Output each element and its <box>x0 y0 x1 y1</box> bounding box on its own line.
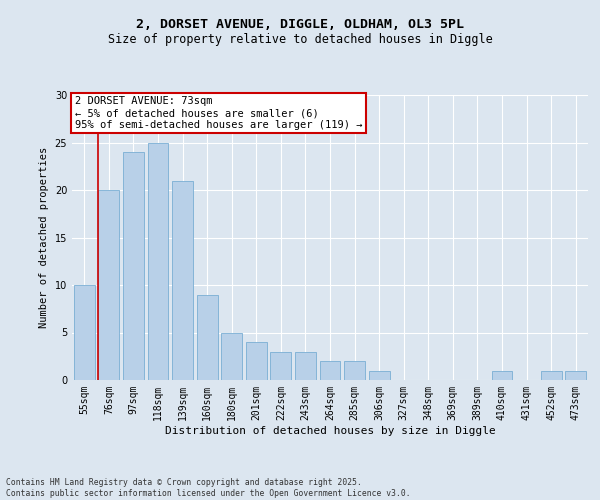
Text: Size of property relative to detached houses in Diggle: Size of property relative to detached ho… <box>107 32 493 46</box>
X-axis label: Distribution of detached houses by size in Diggle: Distribution of detached houses by size … <box>164 426 496 436</box>
Bar <box>74 285 95 380</box>
Bar <box>295 352 316 380</box>
Bar <box>368 370 389 380</box>
Bar <box>246 342 267 380</box>
Bar <box>123 152 144 380</box>
Bar <box>565 370 586 380</box>
Bar <box>491 370 512 380</box>
Bar <box>98 190 119 380</box>
Bar <box>271 352 292 380</box>
Bar <box>148 142 169 380</box>
Bar <box>541 370 562 380</box>
Bar <box>197 294 218 380</box>
Bar <box>320 361 340 380</box>
Text: 2, DORSET AVENUE, DIGGLE, OLDHAM, OL3 5PL: 2, DORSET AVENUE, DIGGLE, OLDHAM, OL3 5P… <box>136 18 464 30</box>
Bar <box>221 332 242 380</box>
Bar <box>344 361 365 380</box>
Bar <box>172 180 193 380</box>
Text: 2 DORSET AVENUE: 73sqm
← 5% of detached houses are smaller (6)
95% of semi-detac: 2 DORSET AVENUE: 73sqm ← 5% of detached … <box>74 96 362 130</box>
Y-axis label: Number of detached properties: Number of detached properties <box>39 147 49 328</box>
Text: Contains HM Land Registry data © Crown copyright and database right 2025.
Contai: Contains HM Land Registry data © Crown c… <box>6 478 410 498</box>
